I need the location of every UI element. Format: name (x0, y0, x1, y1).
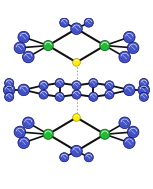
Circle shape (139, 78, 148, 88)
Circle shape (119, 51, 131, 63)
Circle shape (105, 90, 114, 99)
Circle shape (100, 129, 110, 139)
Circle shape (100, 40, 110, 51)
Circle shape (89, 92, 98, 101)
Circle shape (72, 81, 81, 90)
Circle shape (5, 78, 14, 88)
Circle shape (123, 137, 135, 149)
Circle shape (22, 117, 34, 129)
Circle shape (89, 78, 98, 88)
Circle shape (123, 31, 135, 43)
Circle shape (43, 40, 53, 51)
Circle shape (14, 126, 26, 138)
Circle shape (60, 153, 69, 162)
Circle shape (3, 84, 15, 96)
Circle shape (18, 31, 30, 43)
Circle shape (55, 78, 64, 88)
Circle shape (22, 51, 34, 63)
Circle shape (5, 92, 14, 101)
Circle shape (60, 18, 69, 27)
Circle shape (39, 90, 48, 99)
Circle shape (139, 92, 148, 101)
Circle shape (71, 23, 82, 35)
Circle shape (14, 42, 26, 54)
Circle shape (73, 114, 80, 121)
Circle shape (127, 42, 139, 54)
Circle shape (127, 126, 139, 138)
Circle shape (105, 81, 114, 90)
Circle shape (39, 81, 48, 90)
Circle shape (84, 153, 93, 162)
Circle shape (119, 117, 131, 129)
Circle shape (84, 18, 93, 27)
Circle shape (123, 84, 135, 96)
Circle shape (55, 92, 64, 101)
Circle shape (138, 84, 150, 96)
Circle shape (72, 90, 81, 99)
Circle shape (18, 84, 30, 96)
Circle shape (18, 137, 30, 149)
Circle shape (71, 145, 82, 157)
Circle shape (73, 59, 80, 66)
Circle shape (43, 129, 53, 139)
